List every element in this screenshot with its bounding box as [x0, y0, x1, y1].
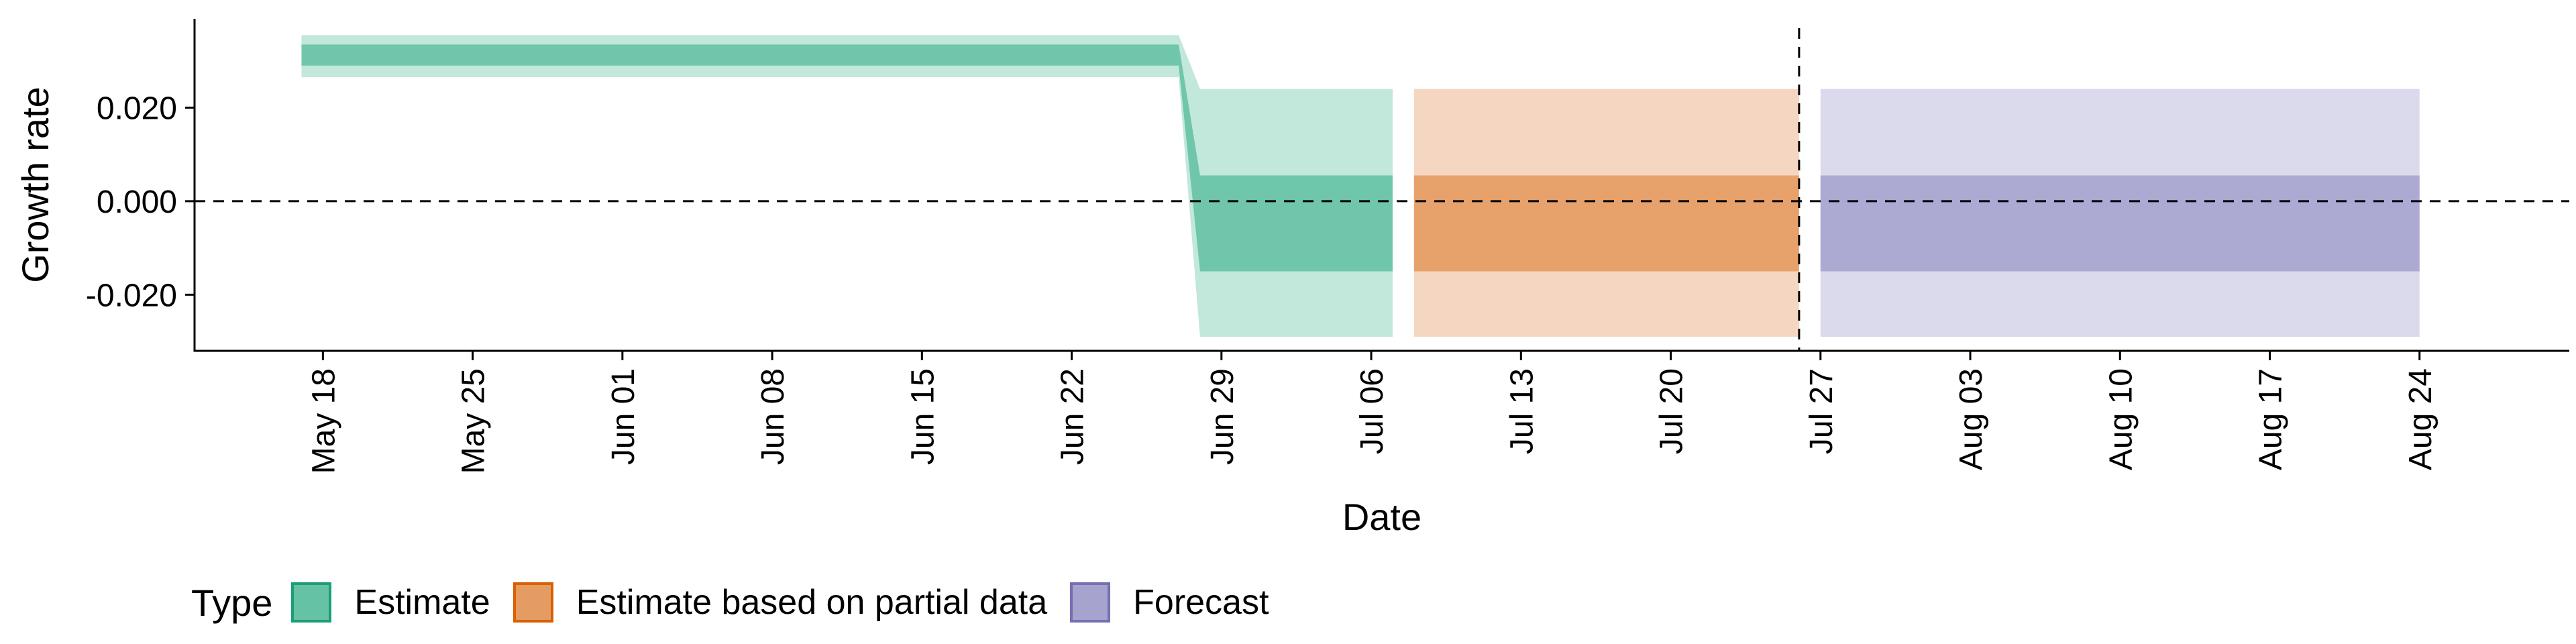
y-tick-label: 0.000 [97, 184, 177, 220]
legend-item-estimate: Estimate [291, 582, 490, 623]
legend-title: Type [191, 581, 273, 624]
legend-swatch-forecast [1070, 582, 1111, 623]
x-tick-label: Jun 01 [606, 368, 641, 465]
x-tick-label: Jul 27 [1804, 368, 1839, 454]
x-tick-label: May 18 [306, 368, 341, 474]
legend-label-forecast: Forecast [1133, 583, 1269, 622]
x-tick-label: Aug 10 [2103, 368, 2139, 470]
x-axis-ticks: May 18 May 25 Jun 01 Jun 08 Jun 15 Jun 22 Jun … [306, 351, 2438, 474]
band-inner-forecast [1820, 175, 2420, 272]
legend: Type Estimate Estimate based on partial … [191, 576, 1291, 629]
band-inner-estimate-based-on-partial-data [1413, 175, 1799, 272]
legend-label-partial: Estimate based on partial data [576, 583, 1048, 622]
legend-swatch-estimate [291, 582, 332, 623]
y-axis-title: Growth rate [14, 87, 56, 283]
x-tick-label: Aug 24 [2403, 368, 2438, 470]
y-tick-label: 0.020 [97, 91, 177, 126]
x-axis-title: Date [1342, 496, 1421, 538]
legend-swatch-partial [513, 582, 553, 623]
legend-item-partial: Estimate based on partial data [513, 582, 1047, 623]
x-tick-label: May 25 [456, 368, 492, 474]
legend-item-forecast: Forecast [1070, 582, 1269, 623]
x-tick-label: Jun 15 [905, 368, 941, 465]
band-inner-estimate [301, 44, 1393, 272]
band-layer [301, 35, 2420, 337]
x-tick-label: Jul 13 [1504, 368, 1540, 454]
legend-label-estimate: Estimate [354, 583, 490, 622]
y-axis-ticks: 0.020 0.000 -0.020 [86, 91, 195, 313]
x-tick-label: Jul 20 [1654, 368, 1690, 454]
x-tick-label: Jun 08 [755, 368, 791, 465]
x-tick-label: Jun 29 [1205, 368, 1240, 465]
x-tick-label: Aug 03 [1953, 368, 1989, 470]
x-tick-label: Jul 06 [1354, 368, 1390, 454]
y-tick-label: -0.020 [86, 278, 177, 313]
x-tick-label: Aug 17 [2253, 368, 2289, 470]
x-tick-label: Jun 22 [1055, 368, 1091, 465]
growth-rate-chart: 0.020 0.000 -0.020 May 18 May 25 Jun 01 Jun 0… [14, 19, 2569, 538]
